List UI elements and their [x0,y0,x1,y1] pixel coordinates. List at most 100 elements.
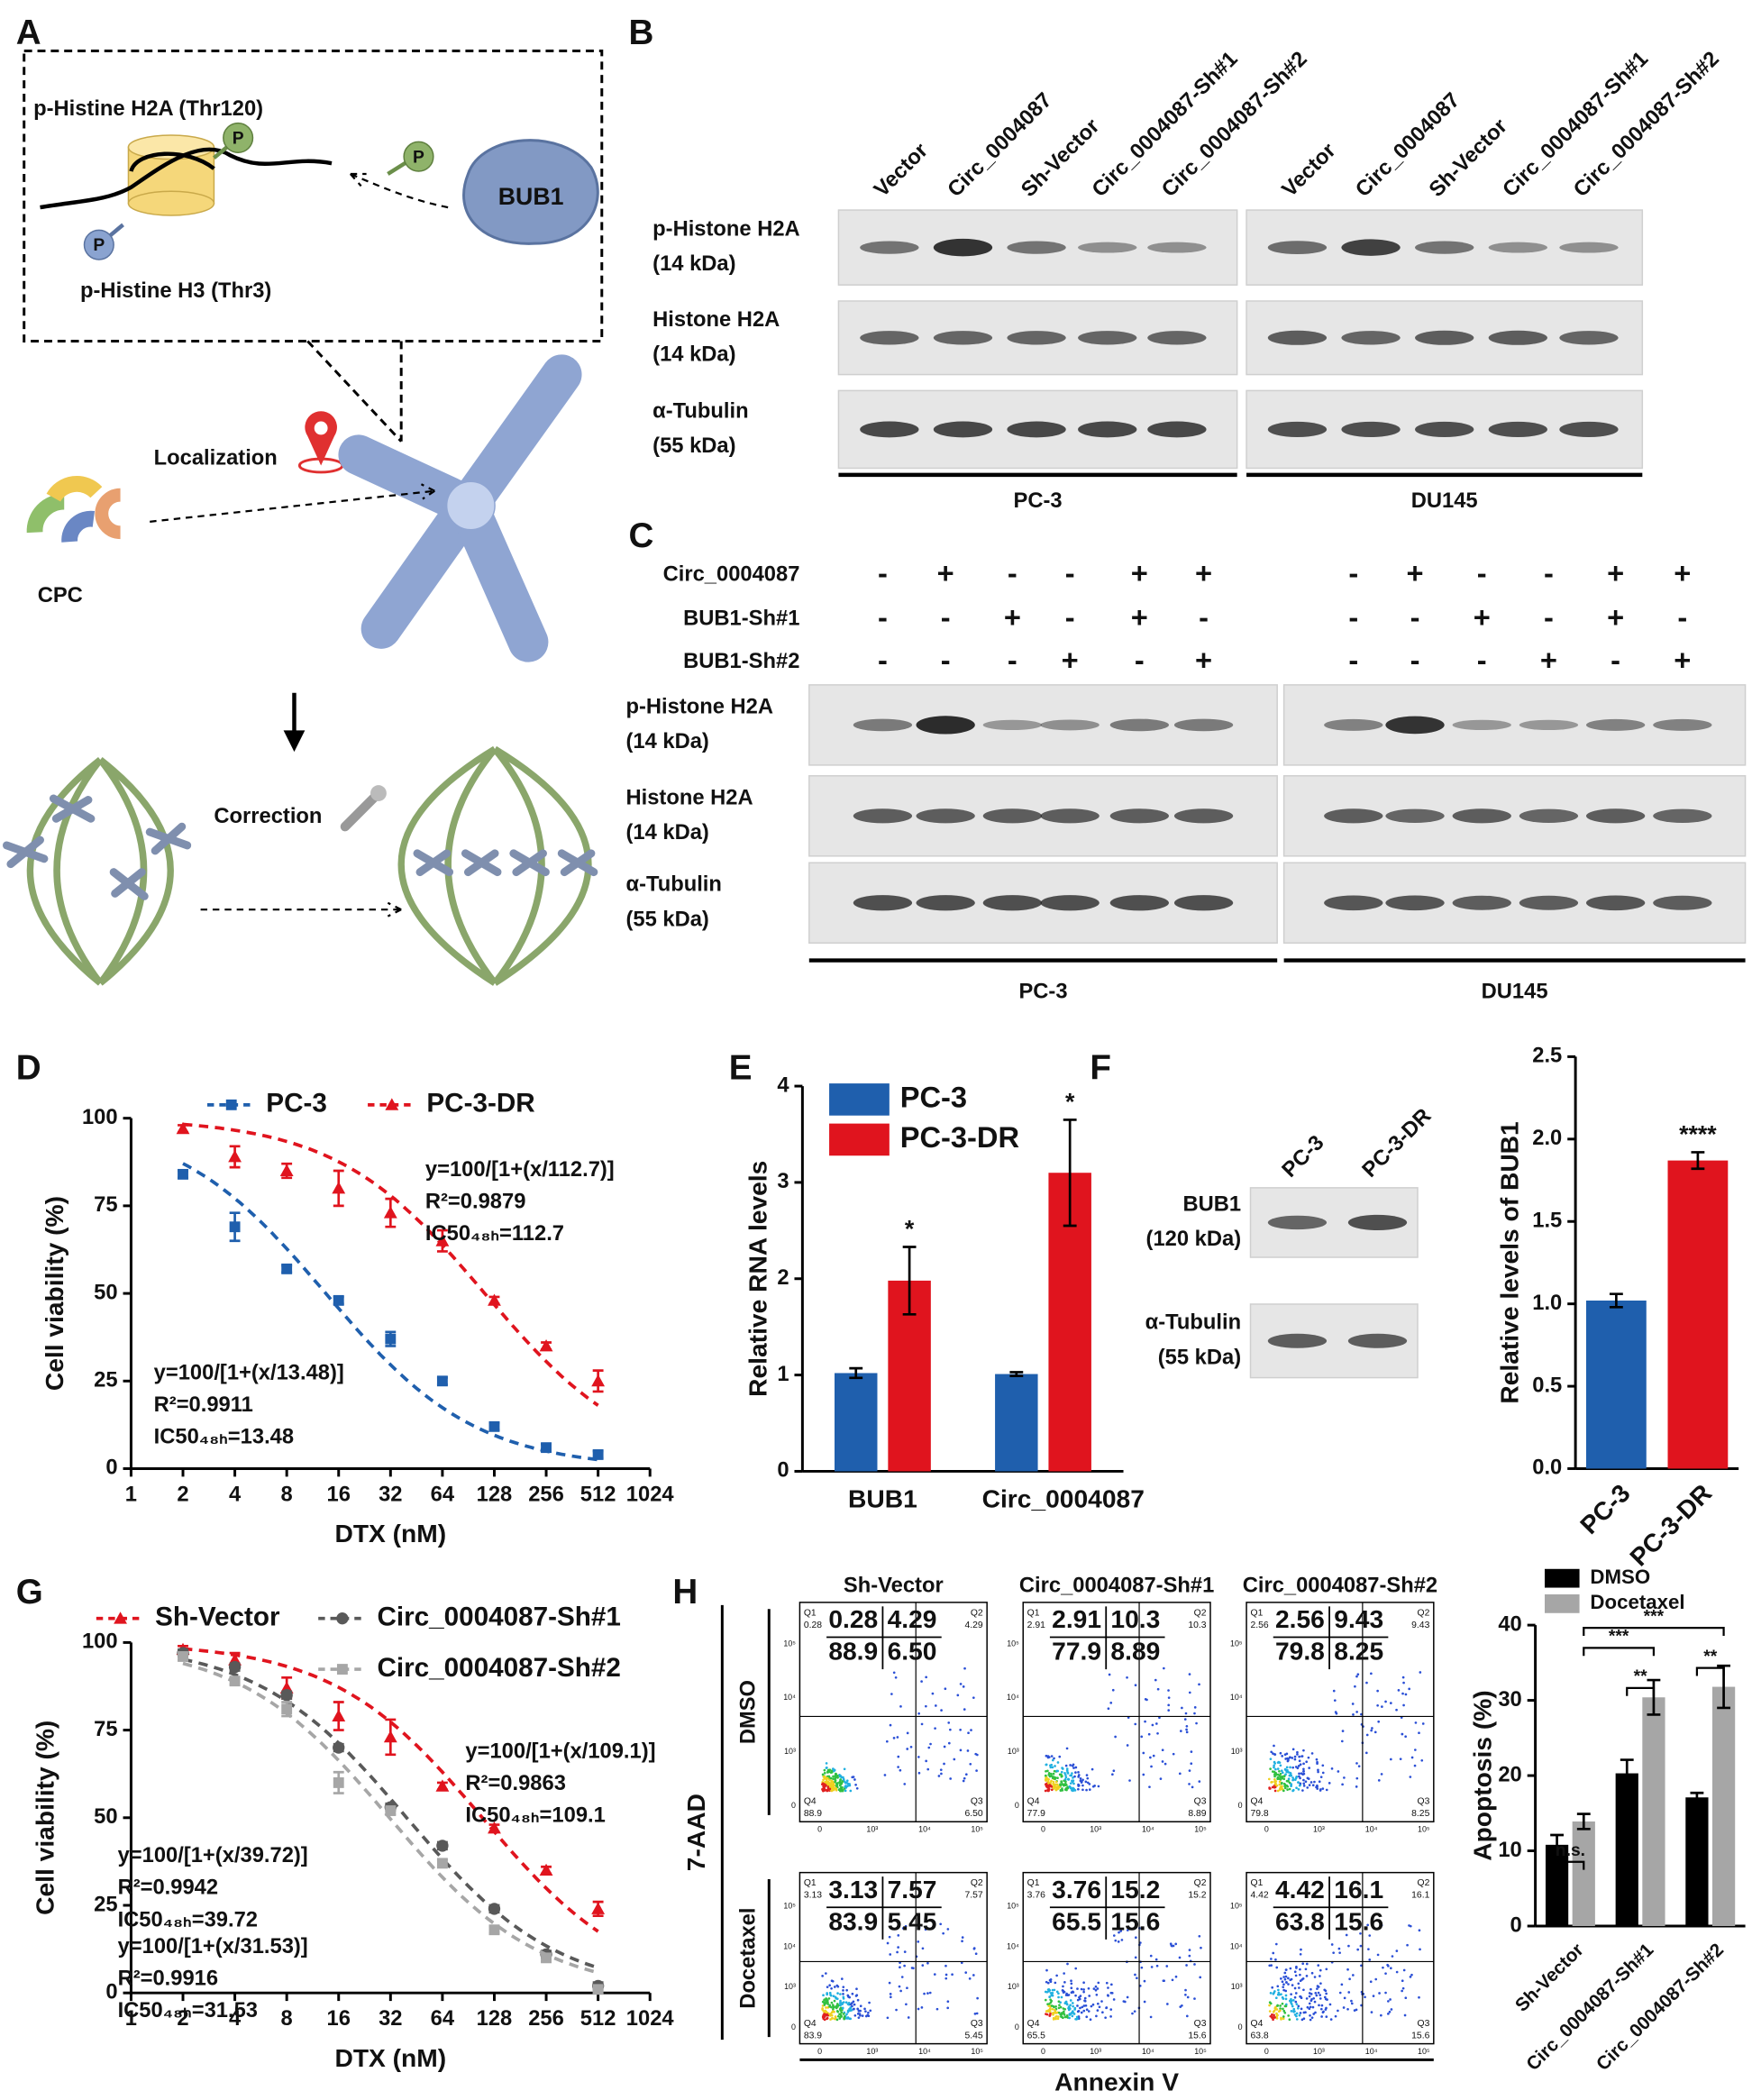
event-dot [1053,2005,1055,2009]
event-dot [892,1737,896,1739]
event-dot [959,1748,963,1752]
event-dot [1161,1748,1164,1752]
row-label: Histone H2A [652,308,780,332]
marker [592,1448,604,1460]
event-dot [823,1768,826,1772]
event-dot [1402,1703,1405,1707]
event-dot [1355,1762,1358,1765]
marker [333,1776,344,1788]
quadrant-value: 3.13 [804,1891,822,1901]
event-dot [1051,1766,1054,1769]
quadrant-value: 6.50 [965,1809,983,1819]
event-dot [1328,1782,1331,1785]
quadrant-name: Q3 [1418,1797,1430,1807]
event-dot [838,1780,842,1784]
x-tick-label: 10⁵ [1418,1824,1430,1833]
event-dot [935,2007,939,2011]
quadrant-percent: 9.43 [1334,1604,1383,1633]
event-dot [1272,1992,1275,1995]
event-dot [1306,1786,1309,1789]
event-dot [1064,1764,1068,1767]
event-dot [1284,1994,1288,1997]
event-dot [1402,1681,1405,1685]
event-dot [1054,2008,1056,2012]
y-tick-label: 50 [94,1805,117,1829]
event-dot [1061,1787,1063,1790]
event-dot [1074,1967,1078,1970]
event-dot [1268,2010,1272,2013]
event-dot [1049,1980,1053,1984]
event-dot [1282,1777,1286,1781]
arm [360,485,488,649]
legend-label: Circ_0004087-Sh#1 [377,1602,620,1632]
event-dot [947,1741,951,1745]
event-dot [1046,2003,1049,2005]
event-dot [1142,1751,1145,1755]
event-dot [1420,1758,1424,1762]
event-dot [845,1988,848,1992]
event-dot [1053,1769,1056,1773]
y-tick-label: 0 [1015,2022,1019,2032]
event-dot [1307,1777,1310,1780]
quadrant-percent: 15.6 [1334,1906,1383,1935]
event-dot [886,2016,890,2020]
band [933,238,993,257]
event-dot [1063,1772,1066,1775]
event-dot [1355,1711,1358,1713]
event-dot [864,2014,868,2018]
event-dot [848,1783,851,1785]
event-dot [1278,1780,1282,1784]
event-dot [1191,1785,1194,1789]
row-label: (14 kDa) [652,252,735,276]
spindle-fiber [53,757,104,986]
band [1040,808,1100,824]
sign: - [941,600,951,634]
quadrant-percent: 2.56 [1275,1604,1325,1633]
event-dot [828,1991,832,1995]
panel-label: C [628,516,653,555]
x-tick-label: 1 [125,2007,137,2031]
event-dot [897,1934,900,1937]
event-dot [968,1977,972,1980]
event-dot [845,2017,849,2020]
event-dot [1276,1789,1280,1793]
event-dot [1061,1989,1064,1992]
event-dot [1274,1996,1278,2000]
y-axis-label: Cell viability (%) [40,1196,68,1391]
event-dot [1294,1776,1298,1780]
event-dot [1276,1767,1280,1770]
event-dot [1318,1780,1321,1784]
event-dot [1278,1761,1282,1764]
spindle-fiber [397,745,497,986]
event-dot [1360,1964,1363,1968]
event-dot [1317,1964,1320,1967]
sign: - [1199,600,1209,634]
lane-label: Vector [1278,139,1341,202]
event-dot [1308,1992,1311,1995]
centromere [445,480,496,531]
event-dot [1298,1775,1300,1778]
event-dot [832,1788,835,1792]
event-dot [1112,1998,1116,2001]
event-dot [1291,1789,1294,1793]
event-dot [1291,1776,1294,1779]
event-dot [889,1723,892,1727]
significance-bracket [1583,1626,1725,1636]
event-dot [852,2000,855,2004]
band [1585,718,1646,731]
bar [1667,1160,1729,1469]
x-tick-label: 256 [528,1483,564,1506]
event-dot [1293,1758,1297,1761]
quadrant-value: 15.6 [1411,2031,1429,2041]
marker [280,1689,293,1702]
marker [436,1375,448,1387]
event-dot [1069,1764,1072,1767]
event-dot [1095,1993,1099,1996]
event-dot [1048,2008,1052,2012]
band [853,895,913,911]
row-label: (14 kDa) [625,821,708,845]
event-dot [1302,1748,1305,1752]
event-dot [1058,1773,1062,1776]
event-dot [1293,1995,1297,1999]
event-dot [1298,1986,1300,1989]
